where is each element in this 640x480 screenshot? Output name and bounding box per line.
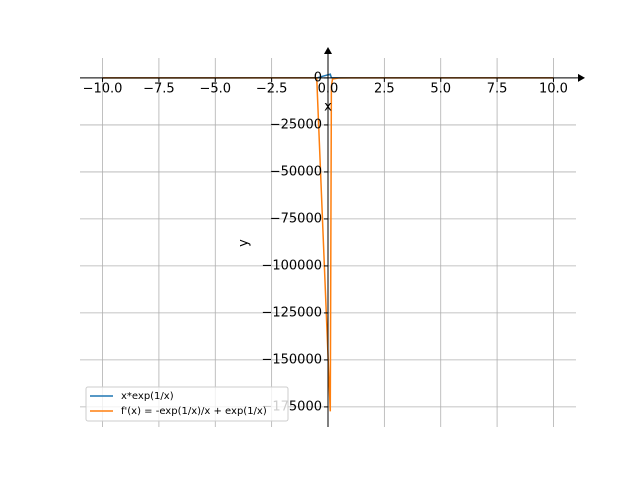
x-tick-label: 7.5 [487, 81, 508, 96]
y-tick-label: −50000 [270, 164, 322, 179]
x-tick-label: 5.0 [430, 81, 451, 96]
x-tick-label: 2.5 [374, 81, 395, 96]
x-tick-label: 10.0 [539, 81, 568, 96]
legend: x*exp(1/x) f'(x) = -exp(1/x)/x + exp(1/x) [85, 386, 289, 422]
y-tick-label: −75000 [270, 211, 322, 226]
x-tick-label: −10.0 [83, 81, 123, 96]
x-tick-label: −7.5 [143, 81, 175, 96]
y-tick-label: −125000 [261, 305, 322, 320]
y-tick-label: −150000 [261, 352, 322, 367]
y-tick-label: −100000 [261, 258, 322, 273]
legend-label: f'(x) = -exp(1/x)/x + exp(1/x) [121, 406, 267, 417]
x-axis-label: x [324, 100, 332, 115]
y-axis-arrow [324, 47, 332, 54]
y-tick-label: −25000 [270, 117, 322, 132]
y-axis-label: y [237, 239, 252, 247]
x-tick-label: −2.5 [256, 81, 288, 96]
legend-label: x*exp(1/x) [121, 391, 174, 402]
x-axis-arrow [578, 73, 585, 82]
legend-box [85, 386, 289, 422]
x-tick-label: −5.0 [199, 81, 231, 96]
